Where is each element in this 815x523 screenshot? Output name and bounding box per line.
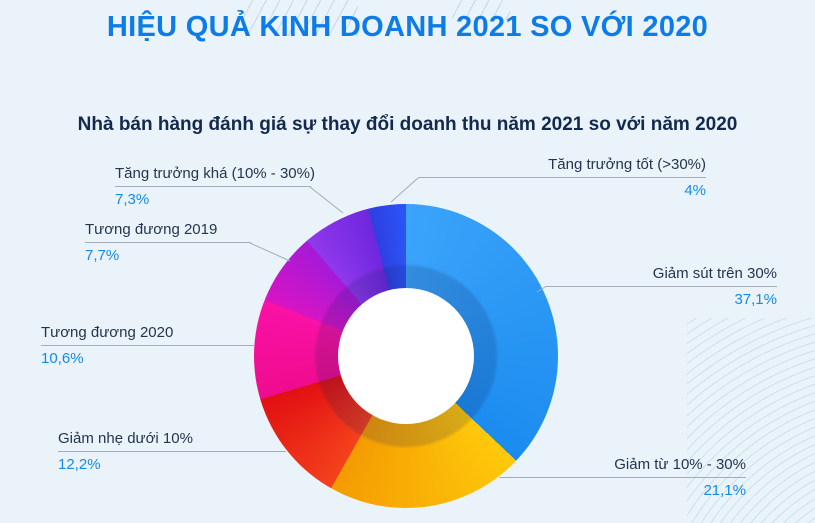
decor-diagonal-lines xyxy=(243,0,358,36)
callout-tang-truong-tot: Tăng trưởng tốt (>30%) 4% xyxy=(418,156,706,199)
decor-concentric-arcs xyxy=(687,318,815,523)
callout-giam-sut-tren-30: Giảm sút trên 30% 37,1% xyxy=(545,265,777,308)
segment-label: Tương đương 2020 xyxy=(41,324,254,346)
segment-value: 10,6% xyxy=(41,350,84,367)
chart-subtitle: Nhà bán hàng đánh giá sự thay đổi doanh … xyxy=(77,114,738,135)
decor-diagonal-lines xyxy=(452,0,510,20)
segment-label: Giảm sút trên 30% xyxy=(545,265,777,287)
donut-chart xyxy=(254,204,558,508)
segment-value: 7,7% xyxy=(85,247,120,264)
segment-label: Giảm từ 10% - 30% xyxy=(581,456,746,478)
callout-tuong-duong-2020: Tương đương 2020 10,6% xyxy=(41,324,254,367)
page-title: HIỆU QUẢ KINH DOANH 2021 SO VỚI 2020 xyxy=(106,11,709,43)
donut-hole xyxy=(338,288,474,424)
segment-value: 21,1% xyxy=(703,482,746,499)
segment-value: 37,1% xyxy=(734,291,777,308)
segment-label: Giảm nhẹ dưới 10% xyxy=(58,430,286,452)
callout-giam-nhe-duoi-10: Giảm nhẹ dưới 10% 12,2% xyxy=(58,430,286,473)
segment-value: 7,3% xyxy=(115,191,150,208)
callout-giam-tu-10-30: Giảm từ 10% - 30% 21,1% xyxy=(581,456,746,499)
segment-value: 12,2% xyxy=(58,456,101,473)
segment-value: 4% xyxy=(684,182,706,199)
segment-label: Tương đương 2019 xyxy=(85,221,251,243)
callout-tuong-duong-2019: Tương đương 2019 7,7% xyxy=(85,221,251,264)
segment-label: Tăng trưởng tốt (>30%) xyxy=(418,156,706,178)
callout-tang-truong-kha: Tăng trưởng khá (10% - 30%) 7,3% xyxy=(115,165,315,208)
segment-label: Tăng trưởng khá (10% - 30%) xyxy=(115,165,315,187)
